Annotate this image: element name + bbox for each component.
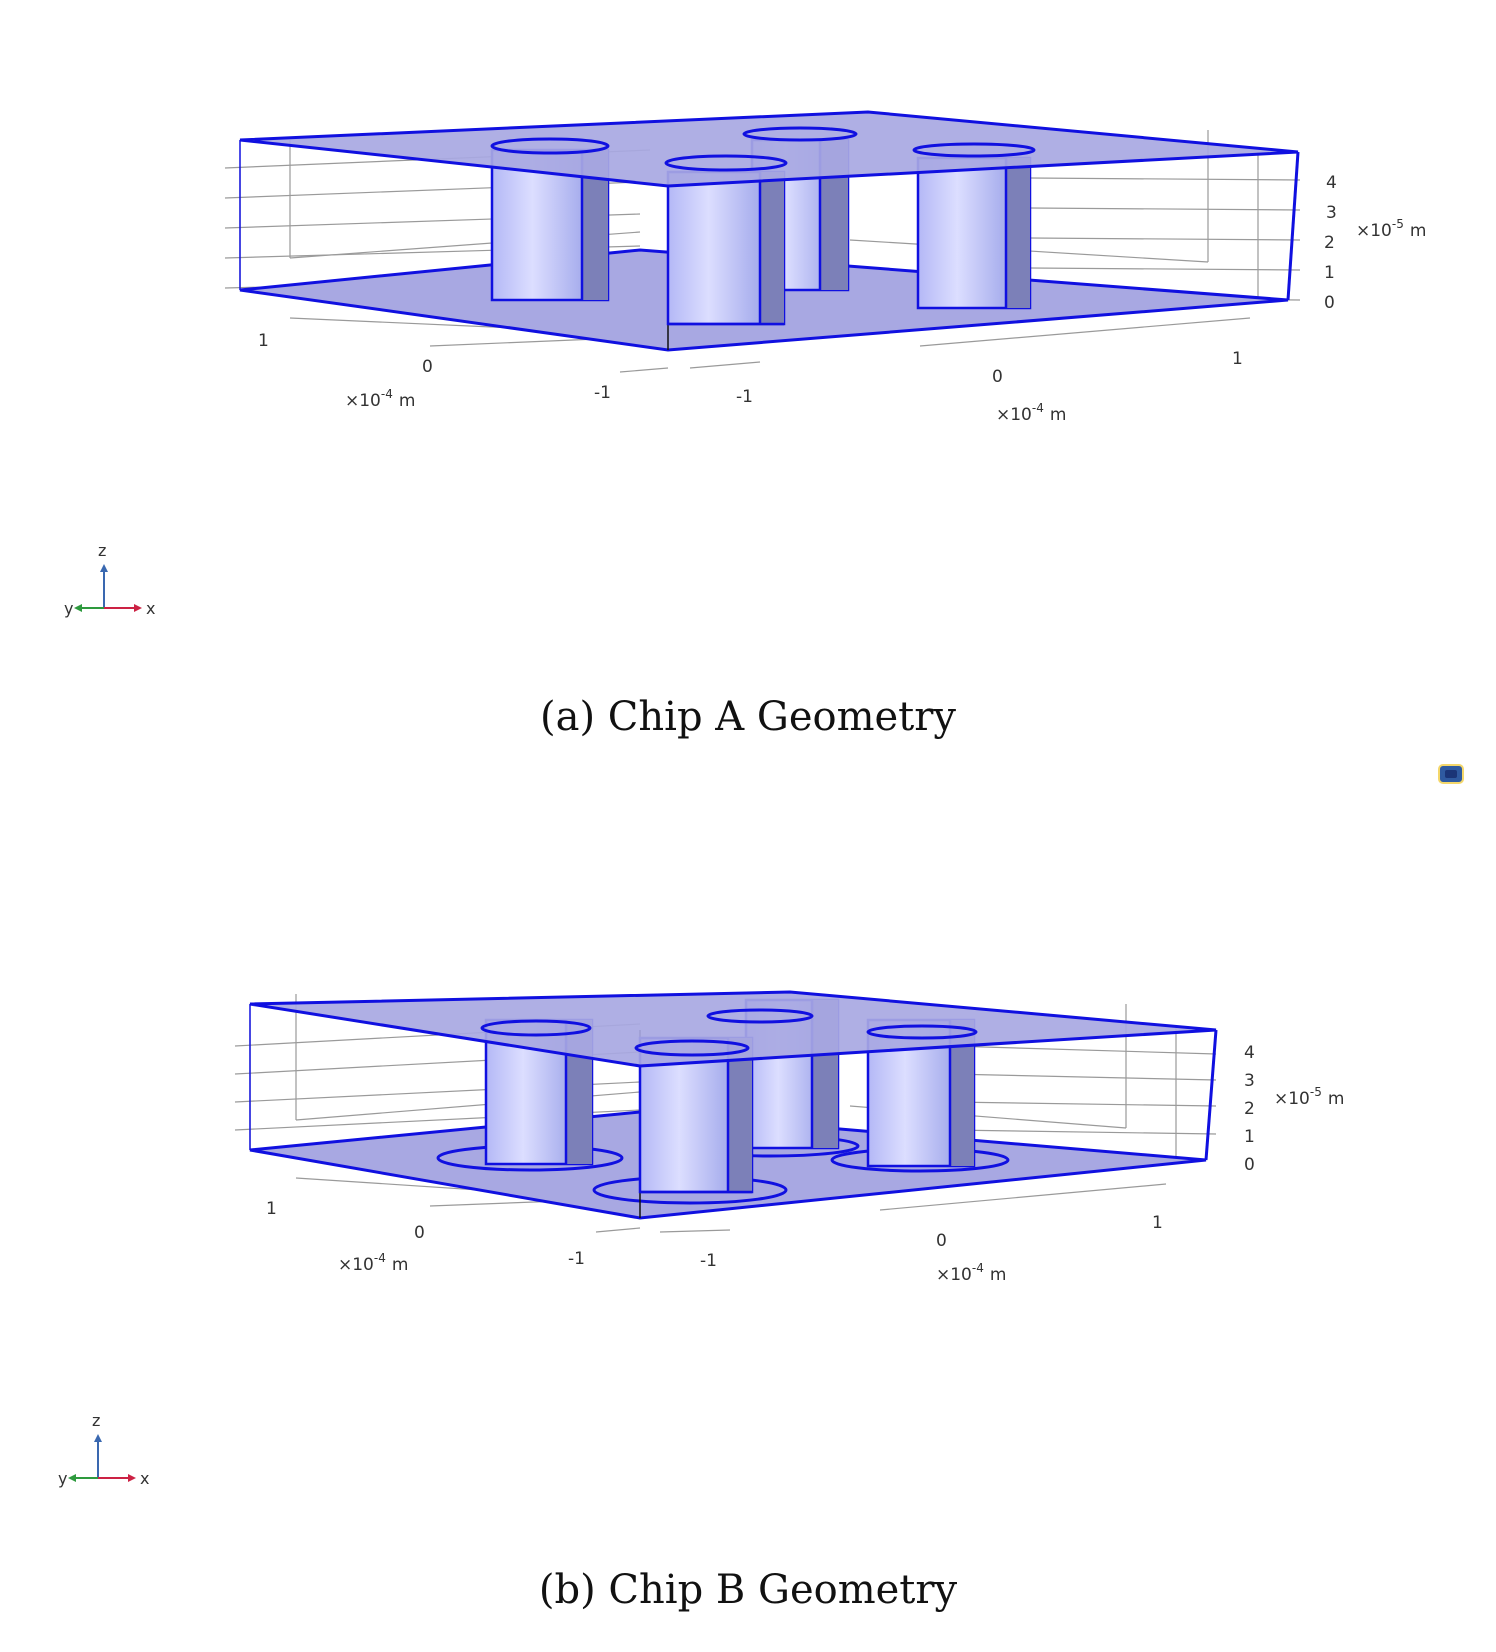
x-axis: -1 0 1 ×10-4 m bbox=[700, 1213, 1163, 1285]
y-tick: 0 bbox=[414, 1223, 425, 1243]
caption-chip-b: (b) Chip B Geometry bbox=[538, 1567, 958, 1613]
chip-b-geometry-view: 4 3 2 1 0 ×10-5 m 1 0 -1 ×10-4 m -1 0 1 ×1… bbox=[58, 990, 1344, 1488]
z-axis: 4 3 2 1 0 ×10-5 m bbox=[1324, 173, 1426, 313]
chip-a-geometry-view: 4 3 2 1 0 ×10-5 m 1 0 -1 ×10-4 m -1 0 1 ×1… bbox=[64, 110, 1426, 618]
x-tick: -1 bbox=[736, 387, 753, 407]
y-tick: -1 bbox=[568, 1249, 585, 1269]
z-unit: ×10-5 m bbox=[1356, 217, 1426, 241]
y-unit: ×10-4 m bbox=[345, 387, 415, 411]
z-tick: 2 bbox=[1324, 233, 1335, 253]
y-tick: 1 bbox=[258, 331, 269, 351]
y-arrow-icon bbox=[68, 1474, 76, 1482]
y-unit: ×10-4 m bbox=[338, 1251, 408, 1275]
triad-z-label: z bbox=[98, 541, 106, 560]
caption-chip-a: (a) Chip A Geometry bbox=[540, 694, 956, 740]
x-arrow-icon bbox=[134, 604, 142, 612]
x-tick: 1 bbox=[1232, 349, 1243, 369]
y-axis: 1 0 -1 ×10-4 m bbox=[258, 331, 611, 411]
triad-x-label: x bbox=[140, 1469, 149, 1488]
figure-chip-a: 4 3 2 1 0 ×10-5 m 1 0 -1 ×10-4 m -1 0 1 ×1… bbox=[64, 110, 1426, 740]
cylinder-front bbox=[666, 170, 786, 326]
z-tick: 0 bbox=[1244, 1155, 1255, 1175]
z-tick: 1 bbox=[1244, 1127, 1255, 1147]
x-unit: ×10-4 m bbox=[936, 1261, 1006, 1285]
top-plate bbox=[239, 110, 1299, 188]
figure-chip-b: 4 3 2 1 0 ×10-5 m 1 0 -1 ×10-4 m -1 0 1 ×1… bbox=[0, 860, 1496, 1652]
triad-y-label: y bbox=[58, 1469, 67, 1488]
z-arrow-icon bbox=[100, 564, 108, 572]
z-tick: 0 bbox=[1324, 293, 1335, 313]
z-tick: 4 bbox=[1326, 173, 1337, 193]
x-tick: 0 bbox=[936, 1231, 947, 1251]
triad-y-label: y bbox=[64, 599, 73, 618]
y-tick: 0 bbox=[422, 357, 433, 377]
x-tick: -1 bbox=[700, 1251, 717, 1271]
y-arrow-icon bbox=[74, 604, 82, 612]
top-holes bbox=[480, 1008, 978, 1057]
z-tick: 2 bbox=[1244, 1099, 1255, 1119]
z-arrow-icon bbox=[94, 1434, 102, 1442]
y-tick: -1 bbox=[594, 383, 611, 403]
y-axis: 1 0 -1 ×10-4 m bbox=[266, 1199, 585, 1275]
z-tick: 1 bbox=[1324, 263, 1335, 283]
x-axis: -1 0 1 ×10-4 m bbox=[736, 349, 1243, 425]
axis-triad: z y x bbox=[58, 1411, 149, 1488]
x-tick: 0 bbox=[992, 367, 1003, 387]
triad-x-label: x bbox=[146, 599, 155, 618]
x-tick: 1 bbox=[1152, 1213, 1163, 1233]
cylinder-right bbox=[916, 156, 1032, 310]
view-toolbar-icon[interactable] bbox=[1438, 764, 1464, 784]
z-tick: 4 bbox=[1244, 1043, 1255, 1063]
x-arrow-icon bbox=[128, 1474, 136, 1482]
z-tick: 3 bbox=[1244, 1071, 1255, 1091]
z-unit: ×10-5 m bbox=[1274, 1085, 1344, 1109]
z-axis: 4 3 2 1 0 ×10-5 m bbox=[1244, 1043, 1344, 1175]
axis-triad: z y x bbox=[64, 541, 155, 618]
y-tick: 1 bbox=[266, 1199, 277, 1219]
x-unit: ×10-4 m bbox=[996, 401, 1066, 425]
triad-z-label: z bbox=[92, 1411, 100, 1430]
z-tick: 3 bbox=[1326, 203, 1337, 223]
top-plate bbox=[249, 990, 1217, 1068]
top-holes bbox=[490, 126, 1036, 172]
